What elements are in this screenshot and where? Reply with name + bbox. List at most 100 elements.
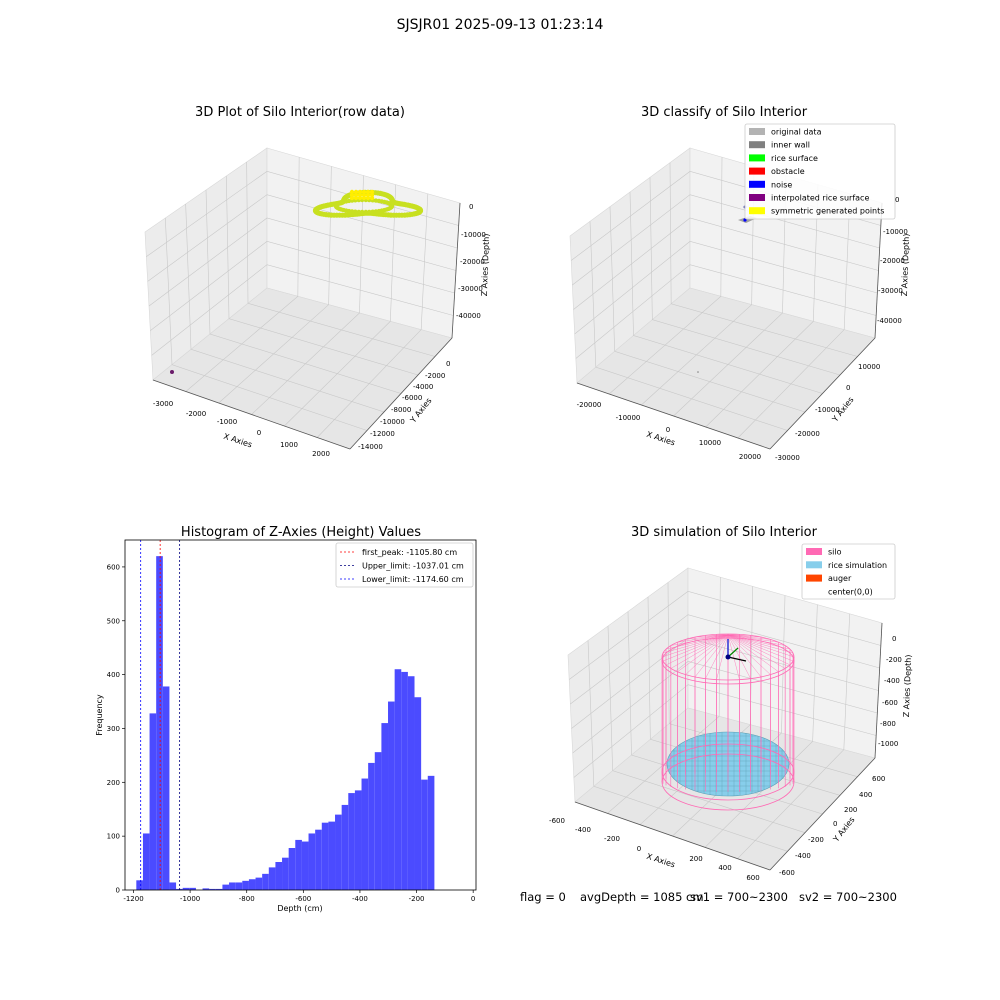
raw-point (389, 203, 394, 208)
histogram-bar (262, 873, 269, 890)
histogram-bar (136, 880, 143, 890)
raw-y-tick: -10000 (380, 418, 405, 426)
classify-y-tick: -10000 (815, 406, 840, 414)
histogram-y-tick: 600 (107, 563, 120, 571)
histogram-bar (354, 790, 362, 890)
raw-point (363, 209, 368, 215)
raw-point (356, 209, 361, 215)
simulation-legend: silo rice simulation auger center(0,0) (801, 543, 896, 600)
simulation-z-tick: -400 (884, 677, 900, 685)
simulation-y-tick: 200 (844, 806, 857, 814)
simulation-z-tick: 0 (892, 635, 896, 643)
raw-point (360, 209, 365, 215)
raw-x-label: X Axies (222, 432, 253, 450)
legend-swatch (806, 548, 822, 555)
legend-label: first_peak: -1105.80 cm (362, 548, 457, 557)
raw-y-tick: -6000 (402, 394, 422, 402)
raw-axes-box (144, 147, 461, 450)
silo-roof-line (727, 634, 791, 666)
silo-roof-line (685, 634, 729, 640)
simulation-x-tick: 400 (718, 864, 731, 872)
classify-x-tick: 20000 (739, 453, 761, 461)
histogram-bar (156, 556, 163, 890)
histogram-bar (282, 857, 289, 890)
legend-swatch (749, 128, 765, 135)
histogram-bar (255, 877, 263, 890)
legend-swatch (806, 574, 822, 582)
histogram-bar (421, 779, 428, 890)
histogram-bar (315, 829, 322, 890)
simulation-legend-frame (801, 543, 896, 600)
raw-point (367, 209, 372, 215)
silo-roof-line (727, 634, 740, 680)
histogram-bar (268, 867, 276, 890)
histogram-x-tick: -1000 (180, 895, 200, 903)
histogram-bar (242, 880, 249, 890)
grid-line (705, 184, 819, 428)
status-sv2: sv2 = 700~2300 (799, 890, 897, 904)
histogram-bar (321, 822, 329, 890)
histogram-x-ticks: -1200 -1000 -800 -600 -400 -200 0 (123, 890, 475, 903)
histogram-bar (414, 697, 422, 890)
legend-label: original data (771, 128, 822, 137)
silo-roof-line (727, 634, 771, 675)
silo-ring (661, 743, 795, 801)
classify-stray-point (697, 371, 699, 373)
raw-highlight-point (353, 195, 359, 201)
raw-z-tick: -20000 (460, 258, 485, 266)
histogram-bar (407, 676, 415, 890)
classify-z-tick: -20000 (880, 257, 905, 265)
histogram-bar (368, 762, 375, 890)
histogram-y-tick: 0 (116, 887, 120, 895)
simulation-z-tick: -800 (880, 720, 896, 728)
simulation-x-tick: 600 (746, 874, 759, 882)
raw-x-tick: 0 (257, 429, 261, 437)
histogram-bars (136, 556, 435, 890)
raw-y-tick: -8000 (391, 406, 411, 414)
classify-z-tick: -30000 (878, 287, 903, 295)
raw-z-tick: -40000 (456, 312, 481, 320)
grid-line (575, 264, 877, 359)
classify-y-ticks: 10000 0 -10000 -20000 -30000 (775, 363, 880, 462)
histogram-y-label: Frequency (95, 694, 104, 736)
auger-marker (725, 639, 747, 662)
raw-3d-plot[interactable]: 3D Plot of Silo Interior(row data) -3000… (0, 0, 500, 480)
silo-roof-line (694, 634, 729, 678)
silo-roof-line (694, 634, 729, 638)
histogram-legend: first_peak: -1105.80 cm Upper_limit: -103… (335, 542, 474, 588)
auger-axis-x (727, 656, 747, 662)
x-axis-line (576, 382, 771, 450)
grid-line (573, 684, 877, 778)
simulation-3d-plot[interactable]: 3D simulation of Silo Interior -600 -400… (500, 500, 1000, 900)
histogram-bar (301, 841, 309, 890)
histogram-x-tick: -400 (352, 895, 368, 903)
histogram-bar (427, 775, 435, 890)
legend-swatch (749, 194, 765, 201)
histogram-y-tick: 200 (107, 779, 120, 787)
simulation-x-tick: -600 (549, 817, 565, 825)
z-axis-line (874, 202, 883, 339)
grid-line (737, 193, 851, 439)
classify-3d-plot[interactable]: 3D classify of Silo Interior -20000 -100… (500, 0, 1000, 480)
histogram-bar (308, 833, 316, 890)
raw-x-ticks: -3000 -2000 -1000 0 1000 2000 (153, 400, 330, 458)
grid-line (150, 241, 455, 331)
classify-plot-title: 3D classify of Silo Interior (641, 105, 808, 120)
histogram-legend-frame (335, 542, 474, 588)
raw-y-ticks: 0 -2000 -4000 -6000 -8000 -10000 -12000 … (358, 360, 450, 451)
histogram-x-tick: -800 (239, 895, 255, 903)
histogram-chart[interactable]: Histogram of Z-Axies (Height) Values -12… (0, 500, 500, 920)
histogram-bar (348, 793, 355, 890)
raw-highlight-point (349, 195, 355, 201)
histogram-y-tick: 400 (107, 671, 120, 679)
legend-label: Upper_limit: -1037.01 cm (362, 562, 464, 571)
legend-label: interpolated rice surface (771, 194, 869, 203)
raw-point (373, 209, 379, 214)
silo-ring (661, 633, 795, 681)
legend-label: noise (771, 180, 792, 189)
raw-point (353, 209, 358, 214)
raw-highlight-point (369, 195, 375, 201)
classify-x-tick: -10000 (616, 414, 641, 422)
simulation-z-ticks: 0 -200 -400 -600 -800 -1000 (878, 635, 902, 748)
grid-line (673, 175, 787, 417)
